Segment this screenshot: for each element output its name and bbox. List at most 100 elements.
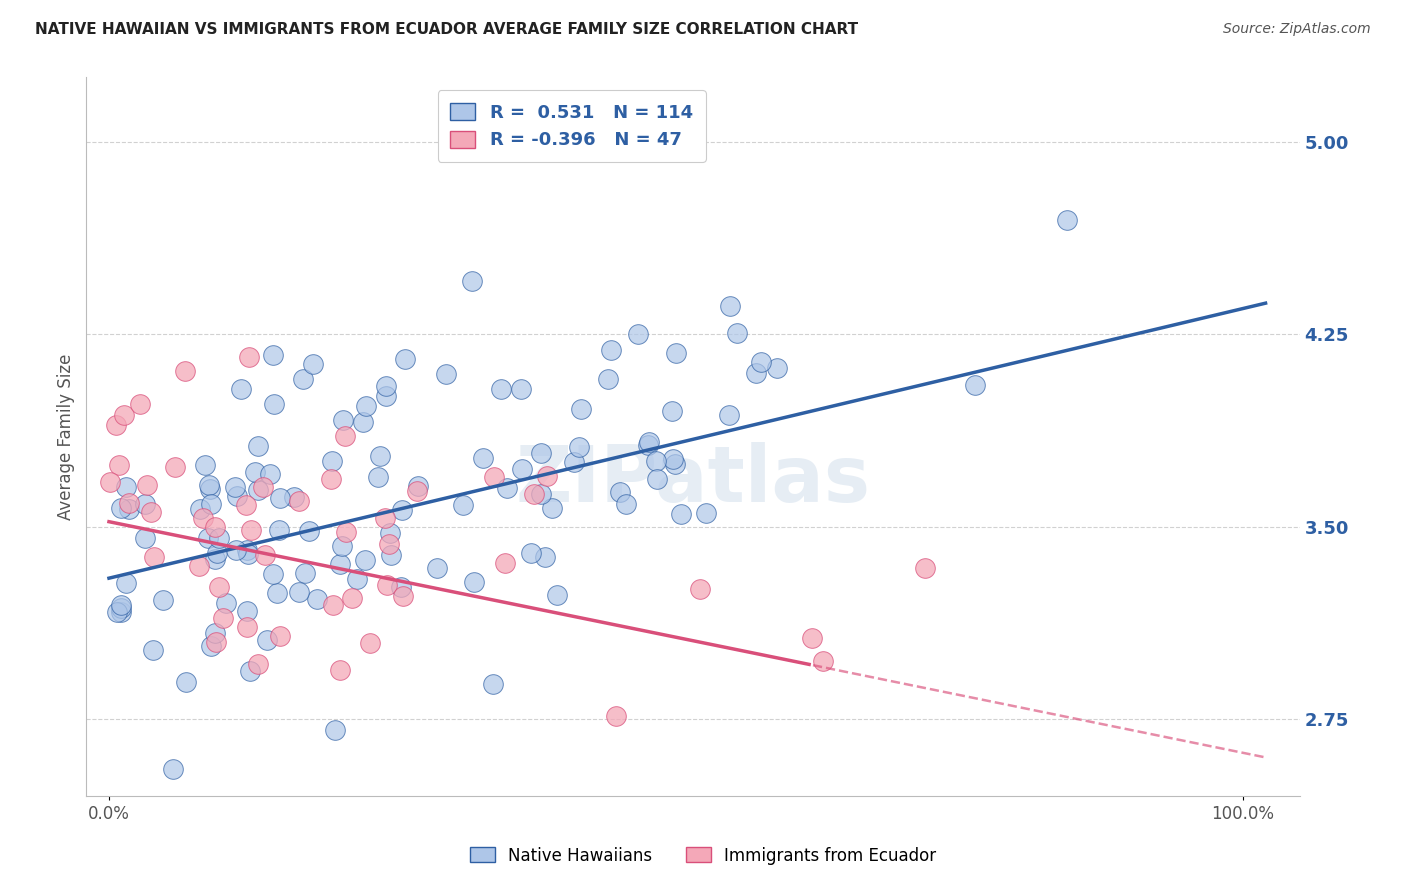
Point: [256, 633, 278, 648]
Point: [378, 537, 401, 551]
Point: [718, 300, 741, 314]
Point: [259, 467, 281, 481]
Point: [352, 415, 374, 429]
Point: [139, 505, 162, 519]
Point: [212, 611, 235, 625]
Point: [214, 596, 236, 610]
Point: [375, 378, 398, 392]
Point: [197, 531, 219, 545]
Point: [142, 642, 165, 657]
Point: [354, 399, 377, 413]
Point: [609, 485, 631, 500]
Point: [391, 502, 413, 516]
Point: [332, 413, 354, 427]
Point: [509, 382, 531, 396]
Point: [645, 454, 668, 468]
Point: [129, 397, 152, 411]
Point: [200, 640, 222, 654]
Point: [301, 357, 323, 371]
Point: [489, 382, 512, 396]
Point: [236, 547, 259, 561]
Point: [725, 326, 748, 341]
Point: [262, 348, 284, 362]
Point: [406, 479, 429, 493]
Point: [380, 548, 402, 562]
Point: [335, 429, 357, 443]
Point: [247, 657, 270, 671]
Point: [110, 606, 132, 620]
Point: [321, 454, 343, 468]
Point: [562, 455, 585, 469]
Point: [523, 487, 546, 501]
Point: [637, 438, 659, 452]
Point: [426, 561, 449, 575]
Point: [510, 462, 533, 476]
Point: [115, 480, 138, 494]
Point: [194, 458, 217, 472]
Point: [252, 480, 274, 494]
Point: [568, 441, 591, 455]
Point: [235, 620, 257, 634]
Point: [208, 580, 231, 594]
Point: [342, 591, 364, 606]
Point: [229, 382, 252, 396]
Point: [322, 599, 344, 613]
Point: [235, 499, 257, 513]
Point: [198, 477, 221, 491]
Point: [283, 490, 305, 504]
Point: [599, 343, 621, 358]
Point: [717, 408, 740, 422]
Point: [200, 497, 222, 511]
Point: [813, 654, 835, 668]
Point: [118, 502, 141, 516]
Point: [142, 549, 165, 564]
Point: [224, 480, 246, 494]
Point: [173, 364, 195, 378]
Point: [208, 531, 231, 545]
Point: [472, 451, 495, 466]
Point: [307, 591, 329, 606]
Point: [136, 478, 159, 492]
Point: [460, 274, 482, 288]
Point: [236, 542, 259, 557]
Point: [239, 523, 262, 537]
Point: [394, 351, 416, 366]
Point: [329, 663, 352, 677]
Point: [288, 494, 311, 508]
Point: [205, 545, 228, 559]
Y-axis label: Average Family Size: Average Family Size: [58, 354, 75, 520]
Point: [598, 372, 620, 386]
Point: [198, 482, 221, 496]
Point: [346, 572, 368, 586]
Point: [188, 558, 211, 573]
Point: [662, 452, 685, 467]
Point: [375, 389, 398, 403]
Point: [267, 523, 290, 537]
Point: [495, 481, 517, 495]
Point: [645, 471, 668, 485]
Point: [569, 402, 592, 417]
Point: [359, 635, 381, 649]
Point: [801, 631, 824, 645]
Point: [239, 664, 262, 678]
Point: [671, 507, 693, 521]
Point: [204, 551, 226, 566]
Point: [766, 361, 789, 376]
Point: [389, 580, 412, 594]
Point: [110, 600, 132, 615]
Point: [749, 354, 772, 368]
Point: [605, 709, 627, 723]
Point: [98, 475, 121, 489]
Point: [375, 577, 398, 591]
Point: [546, 588, 568, 602]
Point: [118, 496, 141, 510]
Point: [298, 524, 321, 538]
Point: [174, 674, 197, 689]
Point: [204, 520, 226, 534]
Point: [1056, 212, 1078, 227]
Point: [367, 470, 389, 484]
Text: ZIPatlas: ZIPatlas: [516, 442, 870, 518]
Point: [695, 506, 717, 520]
Point: [530, 487, 553, 501]
Point: [540, 500, 562, 515]
